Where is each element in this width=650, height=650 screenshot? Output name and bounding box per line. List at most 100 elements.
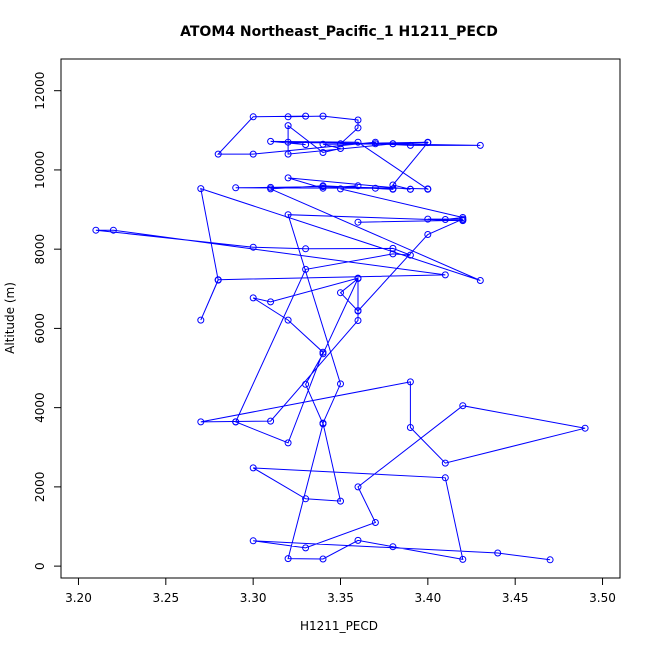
y-axis-label: Altitude (m) [3, 282, 17, 354]
data-point [214, 150, 222, 158]
x-tick-label: 3.45 [502, 591, 529, 605]
data-point [389, 543, 397, 551]
data-point [371, 138, 379, 146]
data-point [267, 298, 275, 306]
data-point [354, 218, 362, 226]
y-tick-label: 10000 [33, 151, 47, 189]
data-point [249, 294, 257, 302]
data-point [249, 150, 257, 158]
data-point [406, 251, 414, 259]
data-point [354, 317, 362, 324]
data-point [459, 402, 467, 410]
data-point [546, 556, 554, 564]
data-point [441, 216, 449, 223]
data-point [476, 141, 484, 149]
data-point [337, 140, 344, 148]
data-point [581, 424, 589, 432]
data-point [319, 419, 327, 427]
data-point [406, 424, 414, 431]
data-point [319, 184, 327, 192]
x-tick-label: 3.50 [589, 591, 616, 605]
data-point [284, 316, 292, 324]
data-point [459, 216, 467, 224]
data-point [302, 141, 310, 149]
data-point [337, 380, 344, 388]
data-point [284, 122, 292, 130]
data-point [319, 350, 327, 358]
y-tick-label: 0 [33, 562, 47, 570]
y-tick-label: 6000 [33, 313, 47, 344]
data-point [337, 185, 344, 193]
data-point [302, 495, 310, 503]
data-point [354, 182, 362, 190]
data-point [337, 145, 344, 152]
data-point [494, 549, 502, 557]
data-point [92, 226, 100, 234]
data-point [354, 307, 362, 315]
x-axis: 3.20 3.25 3.30 3.35 3.40 3.45 3.50 [65, 577, 616, 605]
data-point [424, 139, 432, 147]
data-point [354, 275, 362, 282]
data-point [424, 215, 432, 223]
data-point [337, 289, 344, 297]
data-point [197, 185, 205, 193]
data-point [441, 474, 449, 482]
data-point [319, 149, 327, 156]
data-point [389, 181, 397, 189]
data-point [389, 244, 397, 252]
data-point [267, 137, 275, 145]
data-point [284, 174, 292, 182]
data-point [284, 138, 292, 146]
data-point [267, 183, 275, 191]
y-tick-label: 2000 [33, 472, 47, 503]
data-point [232, 418, 240, 426]
data-point [354, 138, 362, 146]
data-point [197, 418, 205, 426]
x-tick-label: 3.20 [65, 591, 92, 605]
x-tick-label: 3.35 [327, 591, 354, 605]
x-axis-label: H1211_PECD [300, 619, 378, 633]
data-point [284, 439, 292, 447]
data-point [197, 316, 205, 324]
data-point [371, 184, 379, 192]
data-point [249, 464, 257, 472]
data-point [249, 243, 257, 251]
y-tick-label: 8000 [33, 234, 47, 265]
data-point [319, 140, 327, 148]
data-point [441, 271, 449, 279]
data-point [337, 497, 344, 505]
data-point [302, 544, 310, 552]
data-point [459, 555, 467, 563]
data-point [406, 185, 414, 193]
y-tick-label: 12000 [33, 72, 47, 110]
chart-title: ATOM4 Northeast_Pacific_1 H1211_PECD [180, 24, 498, 40]
data-point [284, 211, 292, 219]
series-line [95, 115, 586, 561]
y-axis: 0 2000 4000 6000 8000 10000 12000 [33, 72, 62, 570]
data-point [424, 185, 432, 193]
x-tick-label: 3.25 [152, 591, 179, 605]
data-point [319, 112, 327, 120]
data-point [354, 483, 362, 491]
data-point [302, 245, 310, 253]
data-point [389, 185, 397, 193]
data-point [354, 536, 362, 544]
data-point [319, 555, 327, 563]
data-point [284, 555, 292, 563]
data-point [284, 150, 292, 158]
data-point [441, 459, 449, 467]
series-layer [92, 112, 589, 564]
data-point [109, 226, 117, 234]
data-point [249, 537, 257, 545]
data-point [302, 265, 310, 273]
data-point [214, 276, 222, 284]
data-point [354, 124, 362, 132]
data-point [232, 184, 240, 192]
data-point [249, 113, 257, 121]
data-point [284, 113, 292, 121]
x-tick-label: 3.40 [414, 591, 441, 605]
data-point [389, 140, 397, 148]
data-point [371, 519, 379, 526]
data-point [406, 378, 414, 386]
